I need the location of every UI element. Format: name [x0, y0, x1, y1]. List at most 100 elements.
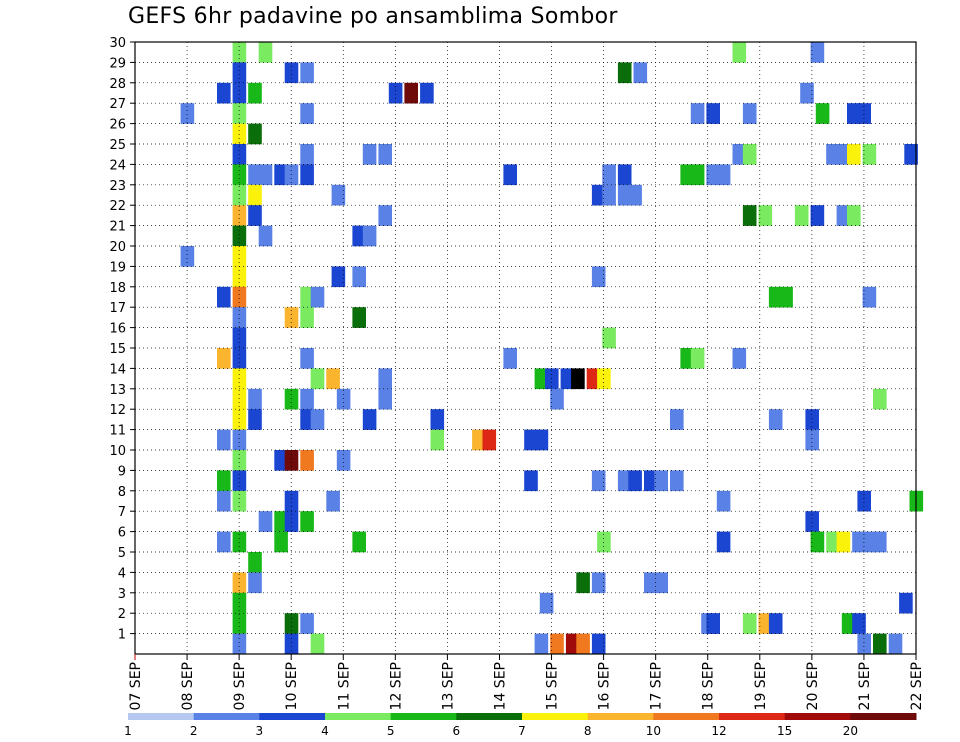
heatmap-cell: [873, 388, 887, 410]
heatmap-cell: [565, 633, 580, 655]
heatmap-cell: [300, 348, 314, 369]
x-tick-label: 12 SEP: [388, 662, 404, 710]
heatmap-cell: [300, 164, 314, 186]
heatmap-cell: [232, 286, 247, 308]
heatmap-cell: [591, 184, 606, 206]
colorbar-swatch: [784, 713, 851, 720]
heatmap-cell: [388, 82, 403, 104]
heatmap-cell: [326, 368, 340, 390]
heatmap-cell: [378, 205, 392, 226]
heatmap-cell: [550, 388, 564, 410]
heatmap-cell: [300, 409, 314, 430]
heatmap-cell: [352, 307, 366, 328]
heatmap-cell: [232, 42, 247, 63]
heatmap-cell: [248, 572, 262, 594]
heatmap-cell: [248, 184, 262, 206]
y-tick-label: 5: [118, 546, 126, 561]
heatmap-cell: [331, 184, 346, 206]
heatmap-cell: [847, 144, 861, 165]
x-tick-label: 14 SEP: [492, 662, 508, 710]
heatmap-cell: [430, 429, 445, 451]
heatmap-cell: [362, 409, 377, 430]
y-tick-label: 28: [109, 77, 126, 92]
heatmap-cell: [232, 225, 247, 247]
heatmap-cell: [524, 470, 538, 492]
y-tick-label: 9: [118, 464, 126, 479]
heatmap-cell: [180, 103, 195, 124]
heatmap-cell: [576, 572, 590, 594]
colorbar-swatch: [325, 713, 392, 720]
x-tick-label: 07 SEP: [128, 662, 144, 710]
y-tick-label: 25: [109, 138, 126, 153]
heatmap-cell: [300, 144, 314, 165]
colorbar-swatch: [653, 713, 720, 720]
heatmap-cell: [826, 144, 840, 165]
heatmap-cell: [706, 103, 720, 124]
x-tick-label: 17 SEP: [649, 662, 665, 710]
heatmap-cell: [680, 164, 694, 186]
heatmap-cell: [274, 450, 288, 471]
y-tick-label: 22: [109, 199, 126, 214]
heatmap-cell: [180, 246, 195, 267]
colorbar-label: 1: [124, 724, 132, 738]
heatmap-cell: [232, 429, 247, 451]
heatmap-cell: [258, 42, 273, 63]
colorbar-swatch: [587, 713, 654, 720]
heatmap-cell: [300, 511, 314, 532]
heatmap-cell: [217, 82, 231, 104]
y-tick-label: 19: [109, 260, 126, 275]
heatmap-cell: [805, 511, 819, 532]
heatmap-cell: [232, 184, 247, 206]
heatmap-cell: [232, 327, 247, 349]
x-tick-label: 21 SEP: [857, 662, 873, 710]
colorbar-swatch: [719, 713, 786, 720]
heatmap-cell: [742, 205, 757, 226]
heatmap-cell: [836, 144, 851, 165]
y-tick-label: 4: [118, 566, 126, 581]
heatmap-cell: [904, 144, 918, 165]
heatmap-cell: [591, 470, 606, 492]
heatmap-cell: [248, 82, 262, 104]
heatmap-cell: [284, 62, 299, 84]
heatmap-cell: [758, 205, 773, 226]
heatmap-cell: [862, 531, 877, 553]
chart-title: GEFS 6hr padavine po ansamblima Sombor: [128, 4, 618, 29]
x-tick-label: 16 SEP: [597, 662, 613, 710]
heatmap-cell: [248, 205, 262, 226]
colorbar-label: 15: [777, 724, 792, 738]
heatmap-cell: [742, 103, 757, 124]
heatmap-cell: [706, 613, 720, 634]
x-tick-label: 08 SEP: [180, 662, 196, 710]
heatmap-cell: [362, 225, 377, 247]
heatmap-cell: [732, 42, 747, 63]
heatmap-cell: [857, 490, 871, 512]
heatmap-cell: [274, 164, 288, 186]
y-tick-label: 30: [109, 36, 126, 51]
heatmap-cell: [690, 164, 705, 186]
heatmap-cell: [742, 613, 757, 634]
heatmap-cell: [232, 62, 247, 84]
heatmap-cell: [742, 144, 757, 165]
x-tick-label: 15 SEP: [545, 662, 561, 710]
heatmap-cell: [732, 348, 747, 369]
heatmap-cell: [248, 164, 262, 186]
heatmap-cell: [810, 531, 825, 553]
heatmap-cell: [232, 409, 247, 430]
x-tick-label: 22 SEP: [909, 662, 925, 710]
colorbar-label: 6: [453, 724, 461, 738]
heatmap-cell: [284, 450, 299, 471]
heatmap-cell: [716, 490, 731, 512]
heatmap-cell: [654, 572, 668, 594]
heatmap-cell: [768, 409, 783, 430]
heatmap-cell: [633, 62, 648, 84]
heatmap-cell: [810, 42, 825, 63]
y-tick-label: 13: [109, 383, 126, 398]
heatmap-cell: [841, 613, 856, 634]
y-tick-label: 17: [109, 301, 126, 316]
heatmap-cell: [873, 531, 887, 553]
heatmap-cell: [815, 103, 830, 124]
heatmap-cell: [217, 348, 231, 369]
heatmap-cell: [310, 368, 325, 390]
heatmap-cell: [232, 246, 247, 267]
